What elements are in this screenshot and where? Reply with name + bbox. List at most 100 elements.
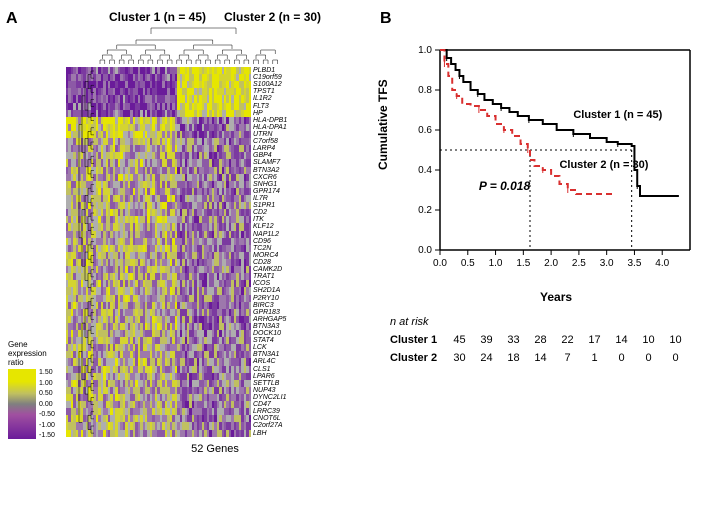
- risk-cell: 10: [635, 334, 662, 346]
- risk-cell: 14: [608, 334, 635, 346]
- risk-cell: 17: [581, 334, 608, 346]
- svg-text:0.2: 0.2: [418, 205, 432, 216]
- risk-c2-name: Cluster 2: [390, 352, 446, 364]
- risk-cell: 18: [500, 352, 527, 364]
- svg-text:Cluster 2 (n = 30): Cluster 2 (n = 30): [559, 159, 648, 171]
- panel-b-label: B: [380, 10, 700, 28]
- gene-label: BTN3A3: [253, 323, 287, 330]
- gene-label: ITK: [253, 216, 287, 223]
- risk-cell: 33: [500, 334, 527, 346]
- risk-cell: 0: [635, 352, 662, 364]
- risk-cell: 0: [608, 352, 635, 364]
- risk-table: n at risk Cluster 1 453933282217141010 C…: [390, 316, 700, 364]
- gene-label: ARHGAP5: [253, 316, 287, 323]
- column-dendrogram: [96, 26, 281, 64]
- gene-label: DOCK10: [253, 330, 287, 337]
- x-axis-label: 52 Genes: [70, 443, 360, 455]
- gene-label: SNHG1: [253, 181, 287, 188]
- gene-label: SETTLB: [253, 380, 287, 387]
- gene-label: SH2D1A: [253, 287, 287, 294]
- cluster2-label: Cluster 2 (n = 30): [224, 10, 321, 24]
- gene-label: C7orf58: [253, 138, 287, 145]
- cluster1-label: Cluster 1 (n = 45): [109, 10, 206, 24]
- gene-label: PLBD1: [253, 67, 287, 74]
- gene-label: S1PR1: [253, 202, 287, 209]
- gene-label: BTN3A2: [253, 167, 287, 174]
- svg-text:3.5: 3.5: [627, 258, 641, 269]
- colorbar-title: Gene expression ratio: [8, 340, 78, 367]
- colorbar-ticks: 1.501.000.500.00-0.50-1.00-1.50: [39, 369, 55, 439]
- gene-label: CD96: [253, 238, 287, 245]
- risk-c1-name: Cluster 1: [390, 334, 446, 346]
- svg-text:Cluster 1 (n = 45): Cluster 1 (n = 45): [573, 109, 662, 121]
- risk-cell: 14: [527, 352, 554, 364]
- risk-cell: 0: [662, 352, 689, 364]
- gene-label: DYNC2LI1: [253, 394, 287, 401]
- svg-text:1.0: 1.0: [418, 45, 432, 56]
- gene-label: CNOT6L: [253, 415, 287, 422]
- km-plot: 0.00.51.01.52.02.53.03.54.00.00.20.40.60…: [390, 40, 700, 300]
- gene-label: CD2: [253, 209, 287, 216]
- svg-text:1.5: 1.5: [516, 258, 530, 269]
- gene-label: TPST1: [253, 88, 287, 95]
- gene-label: C2orf27A: [253, 422, 287, 429]
- gene-label: GPR174: [253, 188, 287, 195]
- gene-label: IL1R2: [253, 95, 287, 102]
- svg-text:0.4: 0.4: [418, 165, 432, 176]
- gene-label: LRRC39: [253, 408, 287, 415]
- risk-cell: 22: [554, 334, 581, 346]
- colorbar-tick: -1.50: [39, 432, 55, 439]
- gene-label: TRAT1: [253, 273, 287, 280]
- risk-cell: 45: [446, 334, 473, 346]
- gene-label: MORC4: [253, 252, 287, 259]
- svg-text:0.5: 0.5: [461, 258, 475, 269]
- svg-text:4.0: 4.0: [655, 258, 669, 269]
- colorbar-tick: -1.00: [39, 422, 55, 429]
- svg-text:0.0: 0.0: [433, 258, 447, 269]
- colorbar-tick: 1.50: [39, 369, 55, 376]
- svg-text:1.0: 1.0: [489, 258, 503, 269]
- gene-label: CD28: [253, 259, 287, 266]
- gene-label: CAMK2D: [253, 266, 287, 273]
- gene-label: GPR183: [253, 309, 287, 316]
- risk-cell: 39: [473, 334, 500, 346]
- risk-cell: 7: [554, 352, 581, 364]
- svg-text:P = 0.018: P = 0.018: [479, 179, 531, 193]
- gene-label: STAT4: [253, 337, 287, 344]
- svg-text:3.0: 3.0: [600, 258, 614, 269]
- gene-label: P2RY10: [253, 295, 287, 302]
- gene-label: NUP43: [253, 387, 287, 394]
- gene-label: IL7R: [253, 195, 287, 202]
- gene-label: LCK: [253, 344, 287, 351]
- panel-a: A Cluster 1 (n = 45) Cluster 2 (n = 30) …: [10, 10, 360, 455]
- colorbar-tick: 0.00: [39, 401, 55, 408]
- gene-label: S100A12: [253, 81, 287, 88]
- gene-label: HLA-DPB1: [253, 117, 287, 124]
- gene-label: FLT3: [253, 103, 287, 110]
- gene-label: CXCR6: [253, 174, 287, 181]
- gene-label: SLAMF7: [253, 159, 287, 166]
- gene-label: LBH: [253, 430, 287, 437]
- colorbar-tick: 0.50: [39, 390, 55, 397]
- gene-label: HLA-DPA1: [253, 124, 287, 131]
- gene-label: ICOS: [253, 280, 287, 287]
- risk-cell: 10: [662, 334, 689, 346]
- gene-label: TC2N: [253, 245, 287, 252]
- gene-labels: PLBD1C19orf59S100A12TPST1IL1R2FLT3HPHLA-…: [253, 67, 287, 437]
- panel-b: B Cumulative TFS 0.00.51.01.52.02.53.03.…: [380, 10, 700, 455]
- panel-a-label: A: [6, 10, 18, 28]
- svg-text:0.0: 0.0: [418, 245, 432, 256]
- svg-text:0.6: 0.6: [418, 125, 432, 136]
- colorbar-tick: -0.50: [39, 411, 55, 418]
- svg-text:2.5: 2.5: [572, 258, 586, 269]
- y-axis-label: Cumulative TFS: [376, 79, 390, 170]
- gene-label: BIRC3: [253, 302, 287, 309]
- cluster-labels: Cluster 1 (n = 45) Cluster 2 (n = 30): [70, 10, 360, 24]
- svg-text:0.8: 0.8: [418, 85, 432, 96]
- x-axis-label: Years: [540, 290, 572, 304]
- colorbar-gradient: [8, 369, 36, 439]
- gene-label: LARP4: [253, 145, 287, 152]
- gene-label: NAP1L2: [253, 231, 287, 238]
- gene-label: HP: [253, 110, 287, 117]
- risk-row-c2: Cluster 2 3024181471000: [390, 352, 700, 364]
